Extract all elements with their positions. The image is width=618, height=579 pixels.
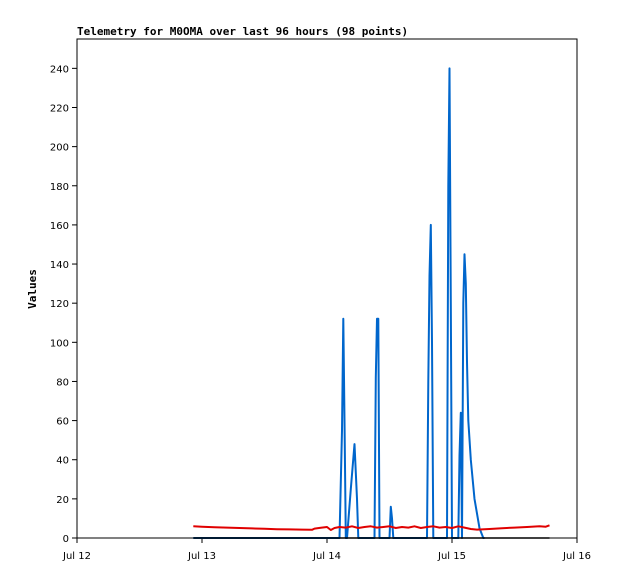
- y-tick-label: 60: [56, 417, 69, 428]
- y-tick-label: 160: [50, 221, 69, 232]
- y-tick-label: 140: [50, 260, 69, 271]
- y-tick-label: 120: [50, 299, 69, 310]
- y-tick-label: 200: [50, 143, 69, 154]
- x-axis-ticks: Jul 12 Jul 13 Jul 14 Jul 15 Jul 16: [62, 538, 591, 562]
- y-tick-label: 20: [56, 495, 69, 506]
- y-tick-label: 180: [50, 182, 69, 193]
- x-tick-label: Jul 16: [562, 551, 591, 562]
- y-tick-label: 80: [56, 377, 69, 388]
- y-tick-label: 240: [50, 64, 69, 75]
- y-tick-label: 0: [63, 534, 69, 545]
- chart-title: Telemetry for M0OMA over last 96 hours (…: [77, 25, 408, 38]
- series-layer: [193, 67, 550, 539]
- y-axis-ticks: 0 20 40 60 80 100 120 140 160 180 200 220 240: [50, 64, 77, 545]
- y-tick-label: 100: [50, 338, 69, 349]
- y-axis-label: Values: [26, 269, 39, 309]
- x-tick-label: Jul 13: [187, 551, 216, 562]
- x-tick-label: Jul 14: [312, 551, 341, 562]
- y-tick-label: 220: [50, 103, 69, 114]
- series-line-red: [193, 524, 550, 531]
- plot-area-frame: [76, 38, 578, 539]
- x-tick-label: Jul 15: [437, 551, 466, 562]
- x-tick-label: Jul 12: [62, 551, 91, 562]
- series-line-blue: [193, 67, 485, 539]
- y-tick-label: 40: [56, 456, 69, 467]
